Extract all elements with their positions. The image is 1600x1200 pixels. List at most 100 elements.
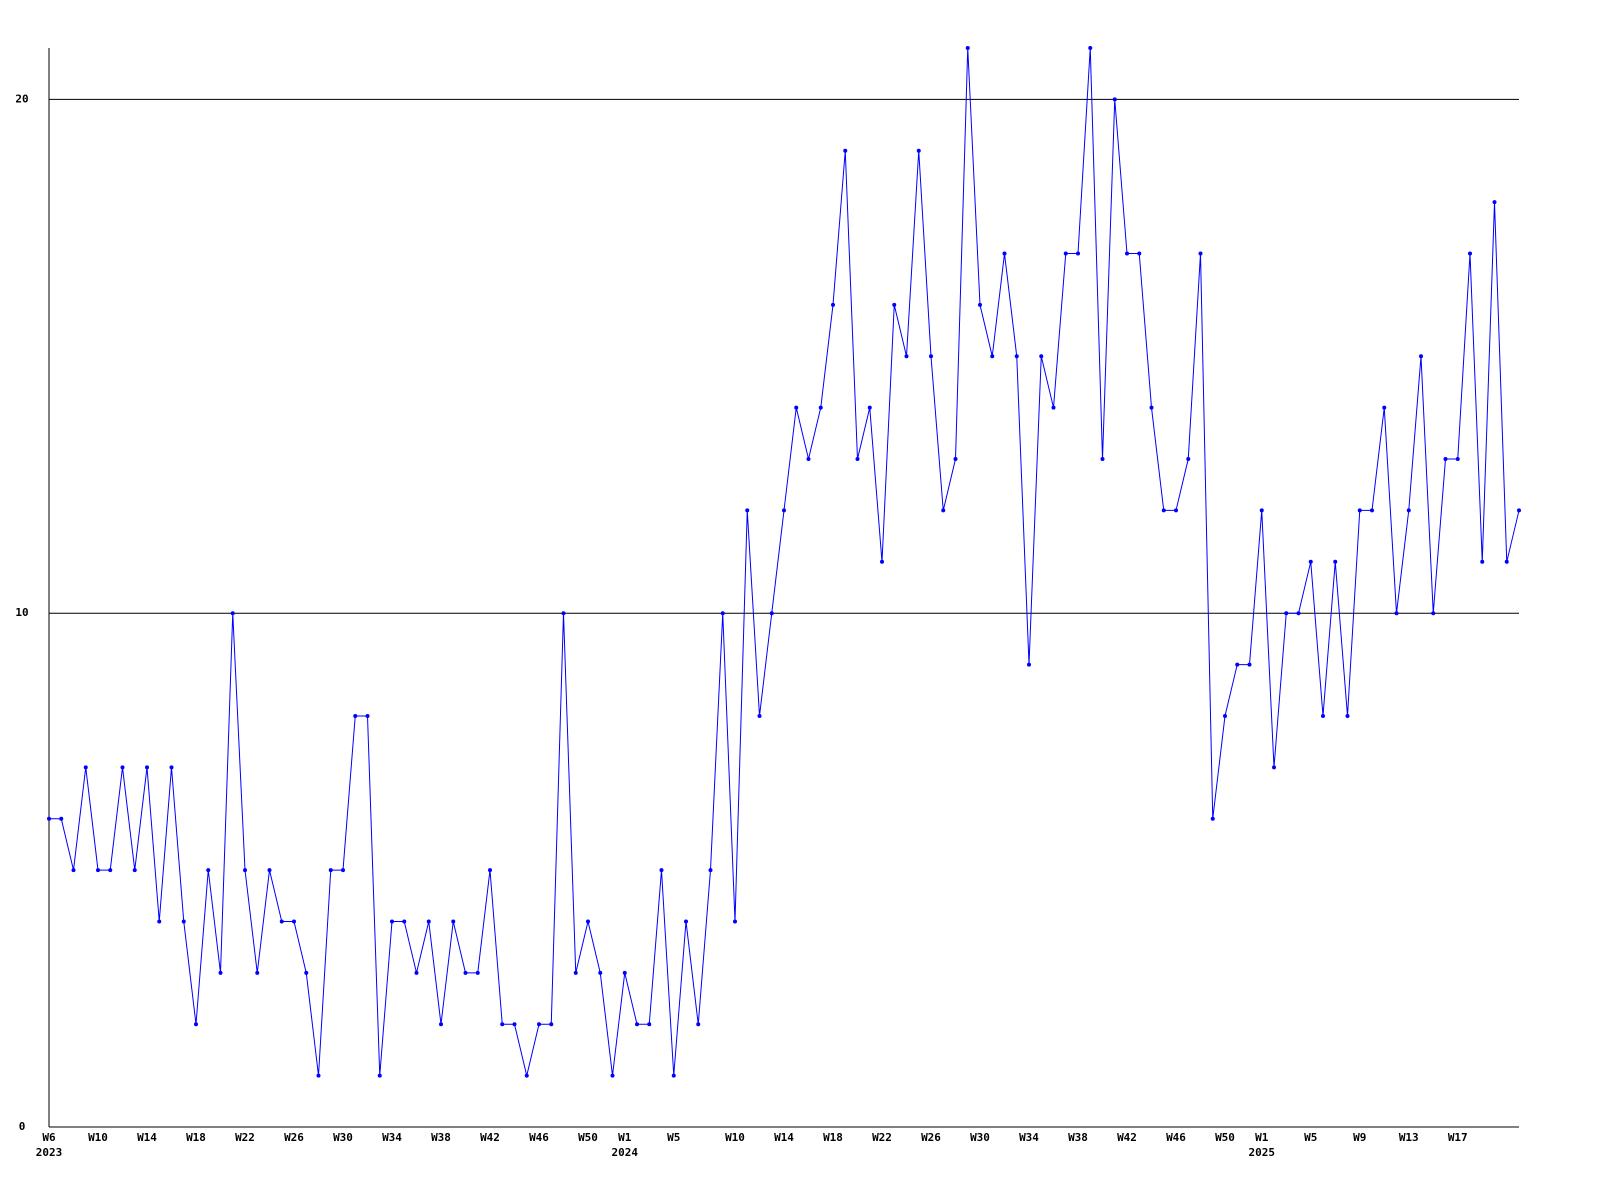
data-point — [426, 919, 431, 924]
data-point — [1149, 405, 1154, 410]
data-point — [328, 868, 333, 873]
data-point — [1100, 457, 1105, 462]
data-point — [941, 508, 946, 513]
data-point — [904, 354, 909, 359]
x-tick-label: W26 — [284, 1131, 304, 1144]
data-point — [181, 919, 186, 924]
data-point — [157, 919, 162, 924]
data-point — [1443, 457, 1448, 462]
data-point — [1492, 200, 1497, 205]
x-tick-label: W5 — [667, 1131, 680, 1144]
data-point — [806, 457, 811, 462]
data-point — [745, 508, 750, 513]
data-point — [1223, 713, 1227, 718]
x-tick-label: W10 — [725, 1131, 745, 1144]
x-tick-label: W30 — [970, 1131, 990, 1144]
data-point — [414, 970, 419, 975]
data-point — [880, 559, 884, 564]
y-tick-label: 20 — [15, 92, 28, 105]
x-tick-label: W14 — [774, 1131, 794, 1144]
data-point — [684, 919, 688, 924]
data-point — [169, 765, 174, 770]
data-point — [1063, 251, 1068, 256]
data-point — [733, 919, 737, 924]
x-tick-label: W34 — [382, 1131, 402, 1144]
data-point — [1419, 354, 1423, 359]
data-point — [316, 1073, 321, 1078]
data-point — [978, 302, 982, 307]
x-tick-label: W22 — [235, 1131, 255, 1144]
data-point — [1272, 765, 1276, 770]
x-tick-label: W42 — [480, 1131, 500, 1144]
x-tick-label: W9 — [1353, 1131, 1366, 1144]
data-point — [1259, 508, 1264, 513]
data-point — [488, 868, 492, 873]
data-point — [353, 713, 358, 718]
data-point — [757, 713, 762, 718]
data-point — [1014, 354, 1019, 359]
x-tick-label: W22 — [872, 1131, 892, 1144]
x-tick-label: W14 — [137, 1131, 157, 1144]
x-tick-label: W50 — [578, 1131, 598, 1144]
data-point — [610, 1073, 615, 1078]
data-point — [990, 354, 995, 359]
x-tick-label: W10 — [88, 1131, 108, 1144]
x-tick-label: W1 — [1255, 1131, 1269, 1144]
data-point — [1076, 251, 1080, 256]
data-point — [1296, 611, 1301, 616]
data-point — [1284, 611, 1289, 616]
data-point — [108, 868, 113, 873]
data-point — [916, 148, 921, 153]
data-point — [267, 868, 272, 873]
data-point — [1039, 354, 1044, 359]
data-point — [341, 868, 345, 873]
data-point — [1321, 713, 1325, 718]
data-point — [598, 970, 603, 975]
x-tick-label: W18 — [186, 1131, 206, 1144]
data-point — [1210, 816, 1215, 821]
data-point — [1382, 405, 1387, 410]
data-point — [365, 713, 370, 718]
x-tick-label: W50 — [1215, 1131, 1235, 1144]
data-point — [843, 148, 848, 153]
data-point — [622, 970, 627, 975]
data-point — [279, 919, 284, 924]
x-tick-label: W1 — [618, 1131, 632, 1144]
data-point — [1247, 662, 1252, 667]
data-point — [1027, 662, 1031, 667]
data-point — [769, 611, 774, 616]
y-tick-label: 10 — [15, 606, 28, 619]
data-point — [671, 1073, 676, 1078]
data-point — [573, 970, 578, 975]
data-point — [1394, 611, 1399, 616]
data-point — [1308, 559, 1313, 564]
x-tick-label: W46 — [529, 1131, 549, 1144]
data-point — [635, 1022, 639, 1027]
data-point — [132, 868, 137, 873]
data-point — [929, 354, 933, 359]
data-point — [720, 611, 725, 616]
data-point — [512, 1022, 517, 1027]
data-point — [1002, 251, 1007, 256]
data-point — [1504, 559, 1509, 564]
data-point — [524, 1073, 529, 1078]
x-tick-label: W46 — [1166, 1131, 1186, 1144]
x-tick-label: W38 — [431, 1131, 451, 1144]
x-tick-label: W42 — [1117, 1131, 1137, 1144]
data-point — [549, 1022, 554, 1027]
data-point — [439, 1022, 443, 1027]
data-point — [120, 765, 125, 770]
data-point — [794, 405, 799, 410]
data-point — [831, 302, 835, 307]
data-point — [1333, 559, 1338, 564]
data-point — [1186, 457, 1191, 462]
data-point — [1480, 559, 1485, 564]
data-point — [537, 1022, 541, 1027]
data-point — [867, 405, 872, 410]
data-point — [292, 919, 296, 924]
x-tick-label: W18 — [823, 1131, 843, 1144]
x-tick-label: W6 — [42, 1131, 56, 1144]
data-point — [1431, 611, 1436, 616]
x-year-label: 2025 — [1249, 1146, 1276, 1159]
